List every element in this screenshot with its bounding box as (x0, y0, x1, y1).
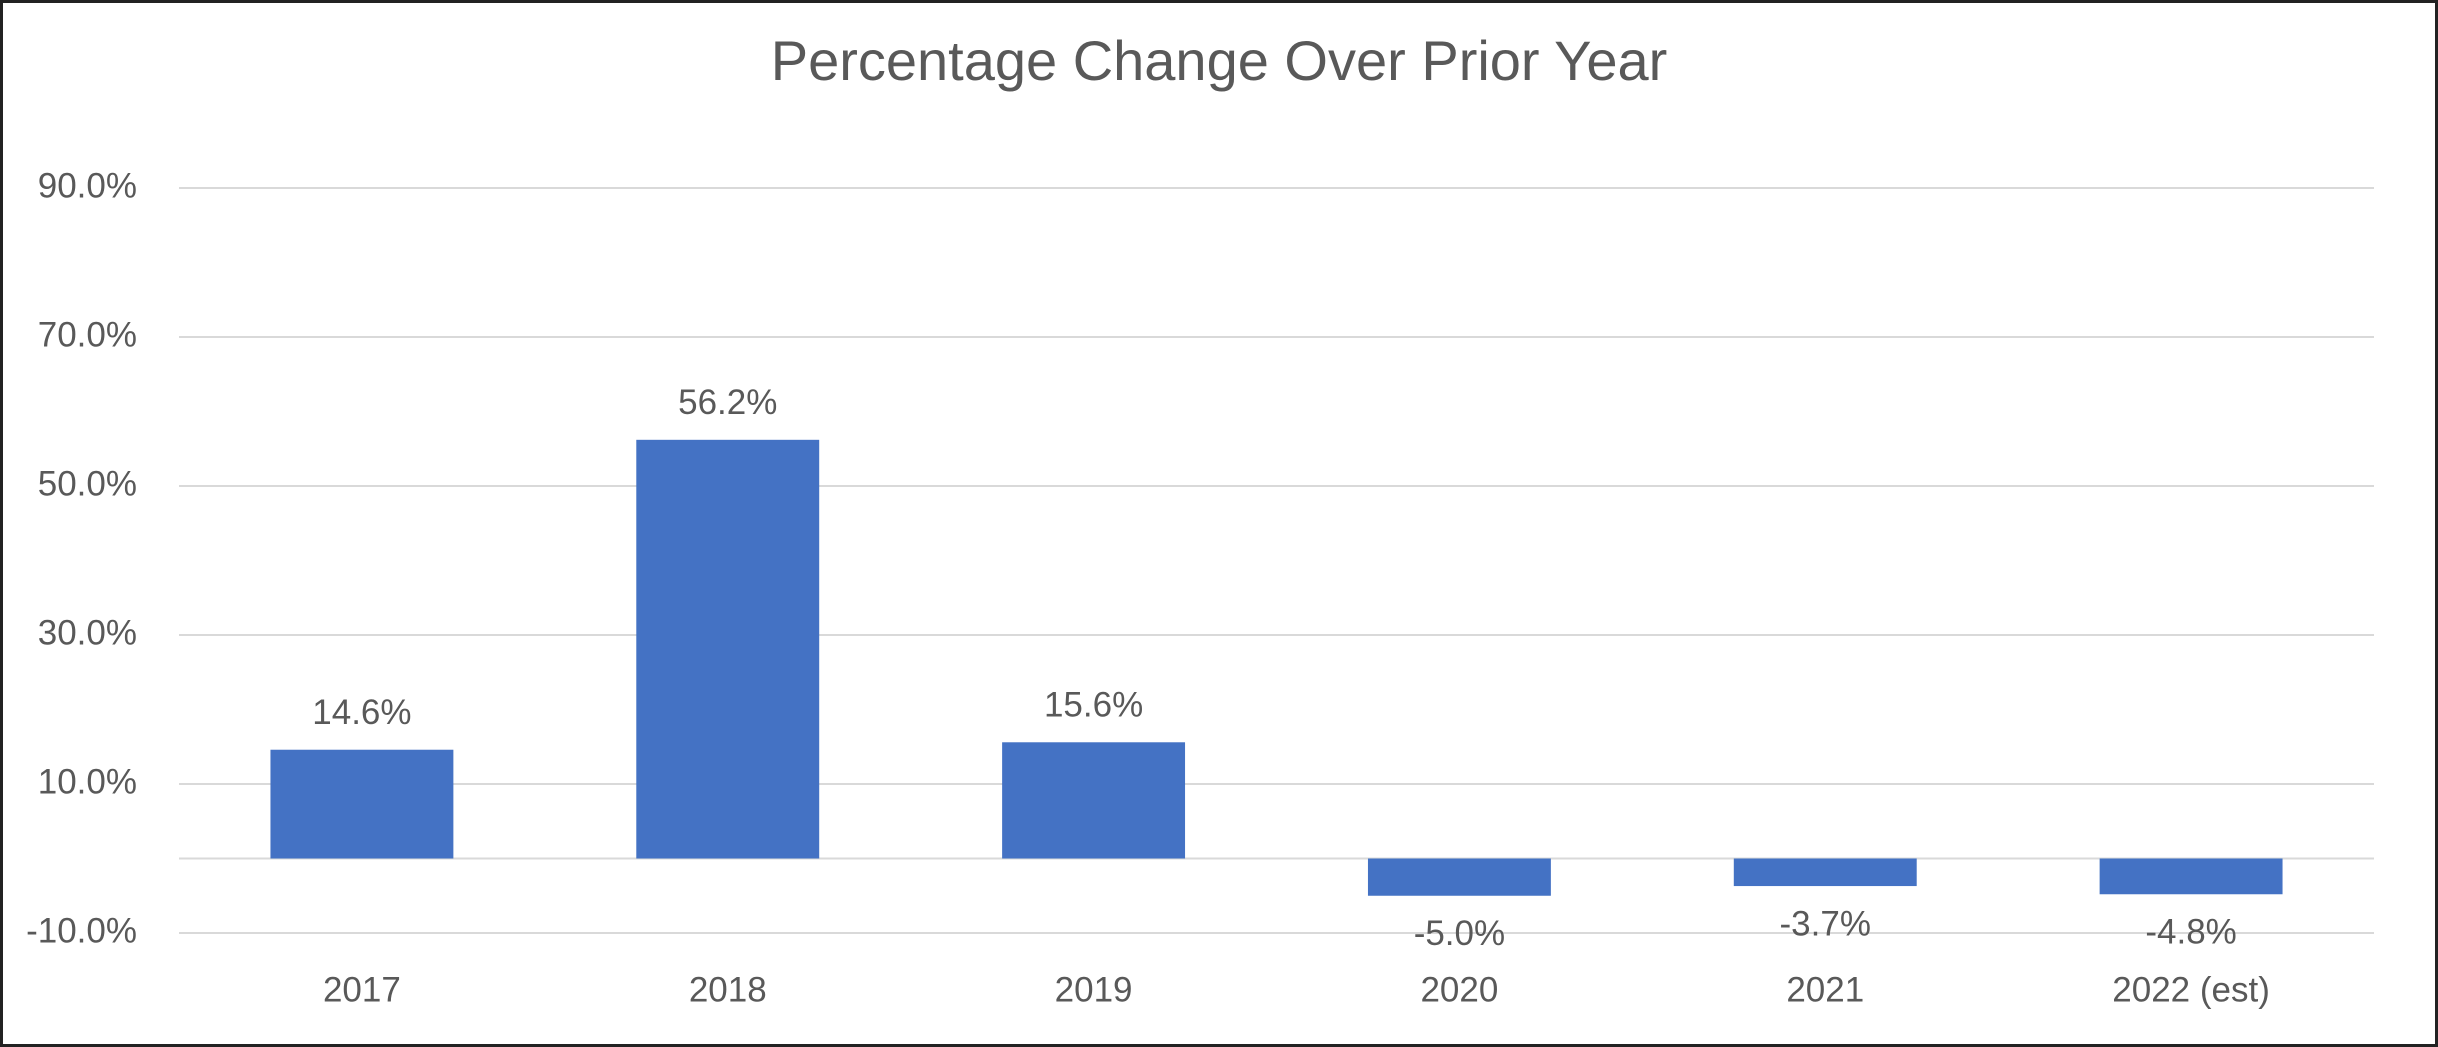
bar (1002, 742, 1186, 859)
chart-title: Percentage Change Over Prior Year (771, 29, 1668, 92)
bar (2099, 858, 2283, 895)
data-label: -5.0% (1414, 914, 1505, 953)
data-label: 15.6% (1044, 686, 1143, 725)
x-tick-label: 2018 (689, 970, 767, 1009)
data-label: 14.6% (312, 693, 411, 732)
y-tick-label: 70.0% (38, 315, 137, 354)
y-tick-label: 50.0% (38, 464, 137, 503)
bar (1733, 858, 1917, 887)
y-tick-label: -10.0% (26, 911, 137, 950)
x-tick-label: 2017 (323, 970, 401, 1009)
data-label: -4.8% (2145, 913, 2236, 952)
x-tick-label: 2019 (1055, 970, 1133, 1009)
x-tick-label: 2022 (est) (2112, 970, 2270, 1009)
bar (636, 439, 820, 859)
y-tick-label: 30.0% (38, 613, 137, 652)
y-tick-label: 10.0% (38, 762, 137, 801)
data-label: 56.2% (678, 383, 777, 422)
data-label: -3.7% (1780, 904, 1871, 943)
y-tick-label: 90.0% (38, 166, 137, 205)
x-tick-label: 2021 (1786, 970, 1864, 1009)
x-tick-label: 2020 (1420, 970, 1498, 1009)
bar (270, 749, 454, 859)
bar (1367, 858, 1551, 896)
